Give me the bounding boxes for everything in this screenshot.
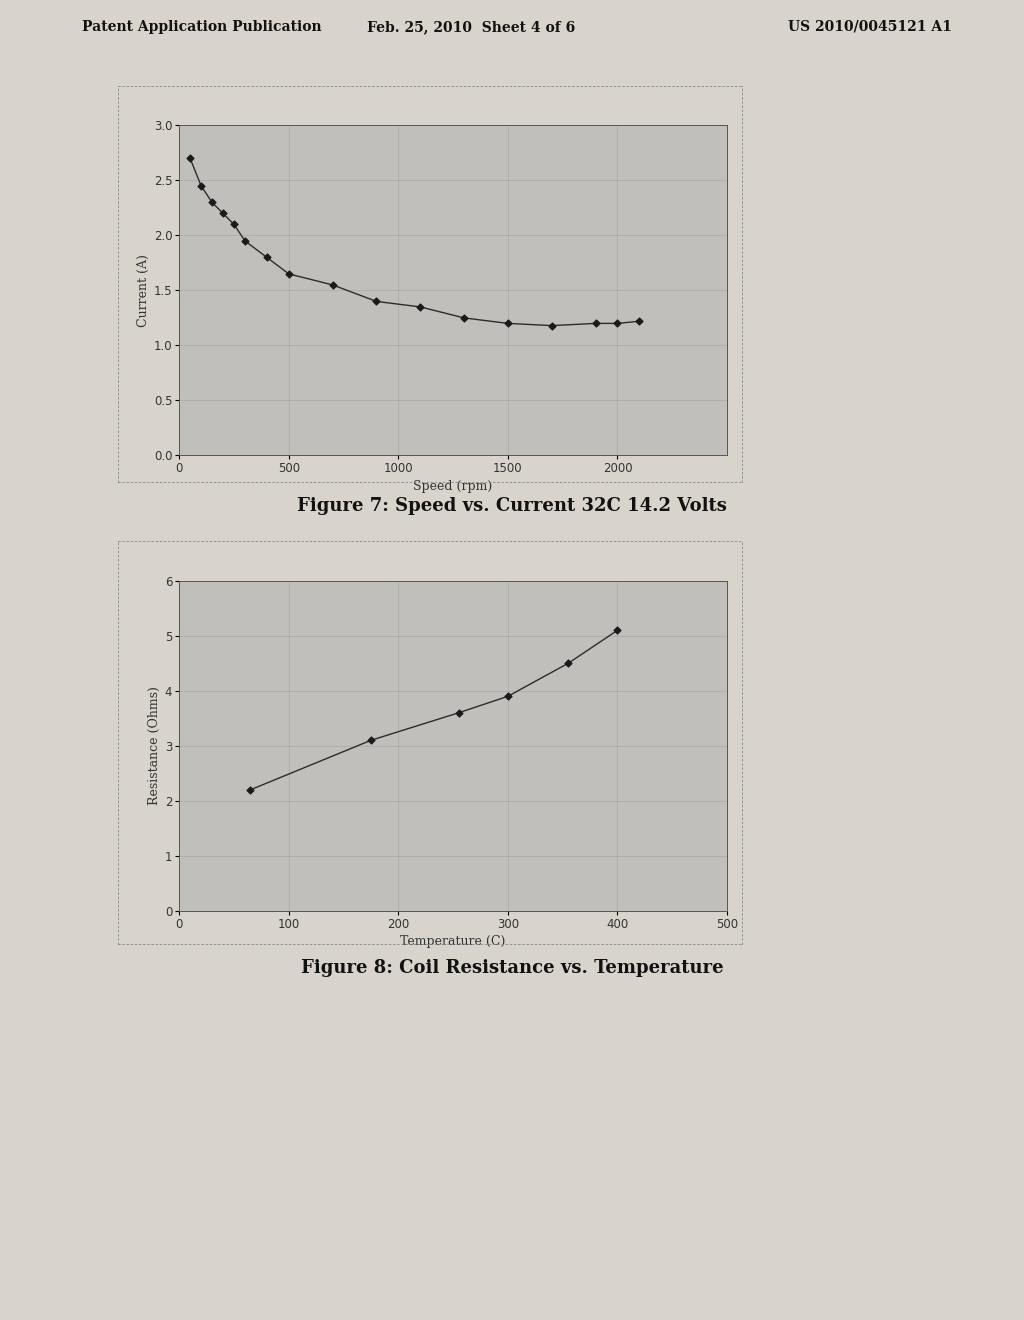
Point (225, 214, 242, 235)
Point (182, 148, 199, 169)
Point (451, 702, 467, 723)
Point (500, 686, 516, 708)
Point (362, 730, 379, 751)
Text: Feb. 25, 2010  Sheet 4 of 6: Feb. 25, 2010 Sheet 4 of 6 (367, 20, 575, 34)
Text: Figure 7: Speed vs. Current 32C 14.2 Volts: Figure 7: Speed vs. Current 32C 14.2 Vol… (297, 498, 727, 515)
Point (544, 315, 560, 337)
Text: Figure 8: Coil Resistance vs. Temperature: Figure 8: Coil Resistance vs. Temperatur… (301, 960, 723, 977)
Point (631, 310, 647, 331)
Point (369, 290, 385, 312)
Text: US 2010/0045121 A1: US 2010/0045121 A1 (788, 20, 952, 34)
X-axis label: Temperature (C): Temperature (C) (400, 935, 506, 948)
Point (243, 779, 259, 800)
Point (456, 308, 472, 329)
Text: Patent Application Publication: Patent Application Publication (82, 20, 322, 34)
Point (588, 313, 604, 334)
Point (204, 191, 220, 213)
Point (281, 263, 297, 284)
Point (609, 313, 626, 334)
Point (609, 619, 626, 640)
Y-axis label: Resistance (Ohms): Resistance (Ohms) (147, 686, 161, 805)
Point (237, 230, 253, 251)
Point (412, 296, 428, 317)
Point (193, 176, 209, 197)
Y-axis label: Current (A): Current (A) (136, 253, 150, 327)
Point (560, 652, 577, 673)
Point (259, 247, 275, 268)
Point (325, 275, 341, 296)
X-axis label: Speed (rpm): Speed (rpm) (414, 479, 493, 492)
Point (215, 203, 231, 224)
Point (500, 313, 516, 334)
